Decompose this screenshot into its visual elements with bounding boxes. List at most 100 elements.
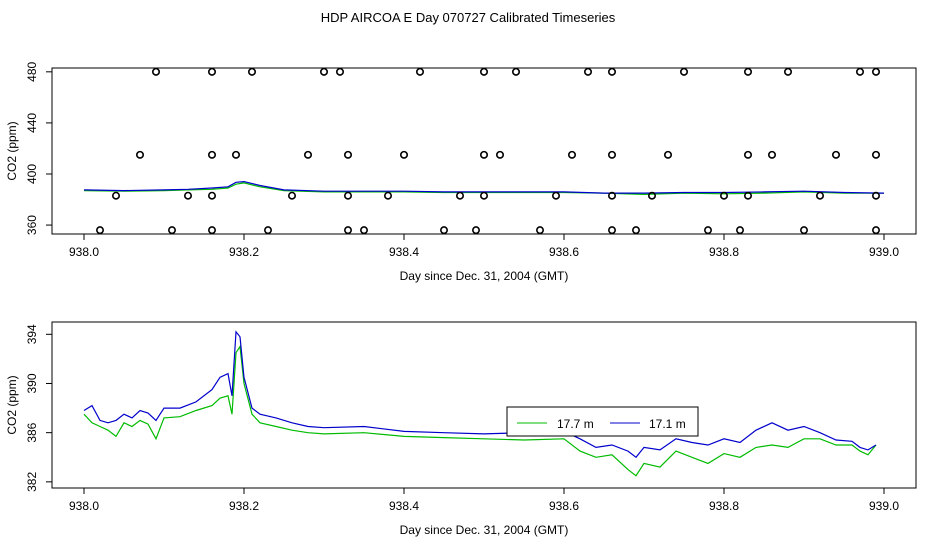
x-tick-label: 938.8 <box>709 499 739 513</box>
top-y-axis-label: CO2 (ppm) <box>5 121 19 180</box>
bottom-plot-frame <box>51 321 917 489</box>
data-point <box>168 226 177 235</box>
data-point <box>607 67 616 76</box>
x-tick-label: 938.4 <box>389 245 419 259</box>
data-point <box>343 226 352 235</box>
top-x-axis: 938.0 938.2 938.4 938.6 938.8 939.0 <box>69 234 899 259</box>
bottom-panel: 938.0 938.2 938.4 938.6 938.8 939.0 382 386 390… <box>5 321 917 537</box>
data-point <box>663 150 672 159</box>
data-point <box>871 67 880 76</box>
data-point <box>136 150 145 159</box>
data-point <box>479 67 488 76</box>
data-point <box>551 191 560 200</box>
x-tick-label: 938.6 <box>549 245 579 259</box>
data-point <box>287 191 296 200</box>
data-point <box>583 67 592 76</box>
legend-label-17-7m: 17.7 m <box>557 417 594 431</box>
top-marks <box>83 67 885 235</box>
bottom-y-axis: 382 386 390 394 <box>25 324 52 492</box>
series-line-2 <box>83 180 885 194</box>
data-point <box>471 226 480 235</box>
series-line-1 <box>83 182 884 196</box>
legend-box <box>506 406 699 437</box>
data-point <box>479 150 488 159</box>
data-point <box>335 67 344 76</box>
y-tick-label: 440 <box>25 113 39 133</box>
series-line-1 <box>83 344 877 477</box>
data-point <box>567 150 576 159</box>
data-point <box>359 226 368 235</box>
y-tick-label: 386 <box>25 422 39 442</box>
data-point <box>511 67 520 76</box>
x-tick-label: 938.2 <box>229 245 259 259</box>
y-tick-label: 480 <box>25 61 39 81</box>
x-tick-label: 938.4 <box>389 499 419 513</box>
bottom-x-axis: 938.0 938.2 938.4 938.6 938.8 939.0 <box>69 488 899 513</box>
figure-title: HDP AIRCOA E Day 070727 Calibrated Times… <box>321 10 616 25</box>
data-point <box>831 150 840 159</box>
data-point <box>208 67 217 76</box>
data-point <box>871 150 880 159</box>
data-point <box>815 191 824 200</box>
data-point <box>743 67 752 76</box>
data-point <box>607 226 616 235</box>
data-point <box>399 150 408 159</box>
legend: 17.7 m 17.1 m <box>506 406 699 437</box>
data-point <box>343 150 352 159</box>
data-point <box>631 226 640 235</box>
data-point <box>855 67 864 76</box>
x-tick-label: 938.8 <box>709 245 739 259</box>
data-point <box>415 67 424 76</box>
x-tick-label: 938.0 <box>69 499 99 513</box>
data-point <box>479 191 488 200</box>
data-point <box>112 191 121 200</box>
data-point <box>303 150 312 159</box>
y-tick-label: 360 <box>25 215 39 235</box>
bottom-y-axis-label: CO2 (ppm) <box>5 375 19 434</box>
data-point <box>679 67 688 76</box>
y-tick-label: 382 <box>25 472 39 492</box>
top-y-axis: 360 400 440 480 <box>25 61 52 235</box>
data-point <box>208 191 217 200</box>
data-point <box>871 191 880 200</box>
data-point <box>319 67 328 76</box>
data-point <box>607 191 616 200</box>
x-tick-label: 939.0 <box>869 245 899 259</box>
x-tick-label: 938.0 <box>69 245 99 259</box>
data-point <box>96 226 105 235</box>
x-tick-label: 938.2 <box>229 499 259 513</box>
data-point <box>343 191 352 200</box>
legend-label-17-1m: 17.1 m <box>649 417 686 431</box>
data-point <box>743 191 752 200</box>
x-tick-label: 939.0 <box>869 499 899 513</box>
data-point <box>719 191 728 200</box>
series-line-2 <box>83 330 877 459</box>
data-point <box>248 67 257 76</box>
data-point <box>439 226 448 235</box>
data-point <box>871 226 880 235</box>
bottom-marks <box>83 330 877 477</box>
data-point <box>647 191 656 200</box>
data-point <box>455 191 464 200</box>
data-point <box>232 150 241 159</box>
x-tick-label: 938.6 <box>549 499 579 513</box>
data-point <box>607 150 616 159</box>
y-tick-label: 400 <box>25 164 39 184</box>
y-tick-label: 390 <box>25 373 39 393</box>
data-point <box>735 226 744 235</box>
data-point <box>767 150 776 159</box>
bottom-x-axis-label: Day since Dec. 31, 2004 (GMT) <box>400 523 569 537</box>
data-point <box>152 67 161 76</box>
data-point <box>743 150 752 159</box>
data-point <box>383 191 392 200</box>
data-point <box>208 226 217 235</box>
top-x-axis-label: Day since Dec. 31, 2004 (GMT) <box>400 269 569 283</box>
data-point <box>184 191 193 200</box>
data-point <box>783 67 792 76</box>
data-point <box>535 226 544 235</box>
y-tick-label: 394 <box>25 324 39 344</box>
data-point <box>263 226 272 235</box>
data-point <box>495 150 504 159</box>
data-point <box>208 150 217 159</box>
